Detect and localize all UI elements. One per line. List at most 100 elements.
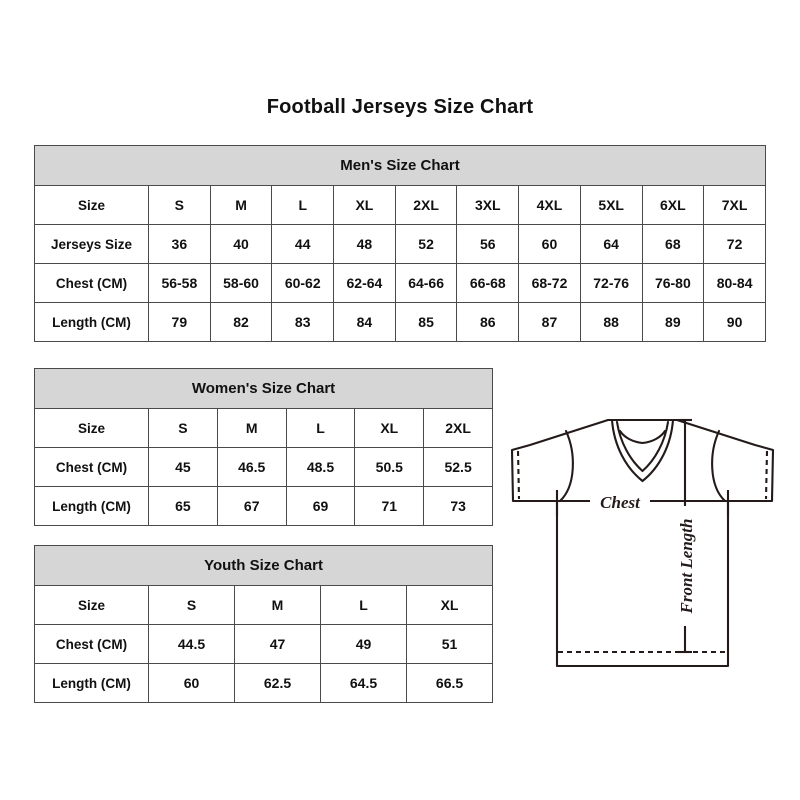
cell: 69 [285, 486, 356, 526]
youth-table-caption: Youth Size Chart [33, 545, 494, 586]
cell: 36 [148, 224, 211, 264]
right-cuff-dashed-line [764, 450, 769, 500]
cell: 60 [148, 663, 235, 703]
youth-size-s: S [148, 585, 235, 625]
mens-size-s: S [148, 185, 211, 225]
cell: 89 [641, 302, 705, 342]
mens-size-m: M [209, 185, 273, 225]
table-row: Chest (CM) 44.5 47 49 51 [34, 624, 494, 664]
mens-table-body: Men's Size Chart Size S M L XL 2XL 3XL 4… [34, 145, 766, 342]
mens-table-caption: Men's Size Chart [34, 145, 766, 186]
cell: 65 [148, 486, 218, 526]
womens-size-l: L [285, 408, 356, 448]
womens-size-xl: XL [354, 408, 425, 448]
cell: 50.5 [354, 447, 425, 487]
cell: 60-62 [271, 263, 335, 303]
left-sleeve-outline [510, 418, 610, 503]
front-length-measure-label: Front Length [677, 519, 696, 615]
mens-size-6xl: 6XL [641, 185, 705, 225]
womens-size-chart-table: Women's Size Chart Size S M L XL 2XL Che… [33, 368, 494, 526]
vneck-collar-outer [610, 418, 675, 483]
mens-size-3xl: 3XL [456, 185, 520, 225]
cell: 90 [703, 302, 766, 342]
left-cuff-dashed-line [516, 450, 521, 500]
cell: 83 [271, 302, 335, 342]
cell: 76-80 [641, 263, 705, 303]
mens-size-4xl: 4XL [518, 185, 581, 225]
cell: 44.5 [148, 624, 235, 664]
chest-measure-label: Chest [600, 493, 641, 512]
mens-size-xl: XL [333, 185, 396, 225]
mens-size-l: L [271, 185, 335, 225]
cell: 80-84 [703, 263, 766, 303]
cell: 71 [354, 486, 425, 526]
youth-row-label-chest: Chest (CM) [34, 624, 149, 664]
mens-row-label-chest: Chest (CM) [34, 263, 149, 303]
cell: 56-58 [148, 263, 211, 303]
table-row: Length (CM) 60 62.5 64.5 66.5 [34, 663, 494, 703]
womens-caption-row: Women's Size Chart [33, 368, 494, 409]
page-title: Football Jerseys Size Chart [266, 96, 534, 118]
youth-row-label-length: Length (CM) [34, 663, 149, 703]
cell: 56 [456, 224, 520, 264]
cell: 44 [271, 224, 335, 264]
cell: 66-68 [456, 263, 520, 303]
youth-size-xl: XL [405, 585, 494, 625]
womens-row-label-length: Length (CM) [34, 486, 149, 526]
cell: 48 [333, 224, 396, 264]
cell: 88 [579, 302, 643, 342]
body-outline [555, 499, 730, 668]
cell: 64.5 [320, 663, 407, 703]
table-row: Chest (CM) 56-58 58-60 60-62 62-64 64-66… [34, 263, 766, 303]
vneck-collar-ring-1 [615, 420, 670, 473]
cell: 48.5 [285, 447, 356, 487]
womens-table-body: Women's Size Chart Size S M L XL 2XL Che… [33, 368, 494, 526]
cell: 84 [333, 302, 396, 342]
youth-table-body: Youth Size Chart Size S M L XL Chest (CM… [33, 545, 494, 703]
right-sleeve-outline [675, 418, 775, 503]
cell: 82 [209, 302, 273, 342]
cell: 62.5 [234, 663, 321, 703]
womens-size-header: Size [34, 408, 149, 448]
cell: 87 [518, 302, 581, 342]
cell: 73 [423, 486, 494, 526]
cell: 45 [148, 447, 218, 487]
womens-row-label-chest: Chest (CM) [34, 447, 149, 487]
cell: 68-72 [518, 263, 581, 303]
table-row: Jerseys Size 36 40 44 48 52 56 60 64 68 … [34, 224, 766, 264]
right-sleeve-inner-seam [711, 429, 727, 503]
womens-table-caption: Women's Size Chart [33, 368, 494, 409]
left-sleeve-inner-seam [558, 429, 574, 503]
vneck-collar-ring-2 [618, 429, 667, 445]
cell: 64 [579, 224, 643, 264]
mens-size-chart-table: Men's Size Chart Size S M L XL 2XL 3XL 4… [34, 145, 766, 342]
cell: 51 [405, 624, 494, 664]
table-row: Chest (CM) 45 46.5 48.5 50.5 52.5 [34, 447, 494, 487]
table-row: Length (CM) 65 67 69 71 73 [34, 486, 494, 526]
mens-row-label-jerseys-size: Jerseys Size [34, 224, 149, 264]
cell: 68 [641, 224, 705, 264]
cell: 66.5 [405, 663, 494, 703]
youth-caption-row: Youth Size Chart [33, 545, 494, 586]
cell: 46.5 [216, 447, 287, 487]
jersey-measurement-diagram: Chest Front Length [500, 398, 785, 688]
cell: 47 [234, 624, 321, 664]
youth-size-header: Size [34, 585, 149, 625]
cell: 72-76 [579, 263, 643, 303]
youth-size-l: L [320, 585, 407, 625]
youth-header-row: Size S M L XL [34, 585, 494, 625]
mens-row-label-length: Length (CM) [34, 302, 149, 342]
mens-header-row: Size S M L XL 2XL 3XL 4XL 5XL 6XL 7XL [34, 185, 766, 225]
cell: 60 [518, 224, 581, 264]
cell: 52 [394, 224, 458, 264]
cell: 62-64 [333, 263, 396, 303]
cell: 52.5 [423, 447, 494, 487]
cell: 79 [148, 302, 211, 342]
cell: 85 [394, 302, 458, 342]
cell: 86 [456, 302, 520, 342]
youth-size-m: M [234, 585, 321, 625]
mens-size-2xl: 2XL [394, 185, 458, 225]
womens-size-s: S [148, 408, 218, 448]
cell: 58-60 [209, 263, 273, 303]
cell: 72 [703, 224, 766, 264]
